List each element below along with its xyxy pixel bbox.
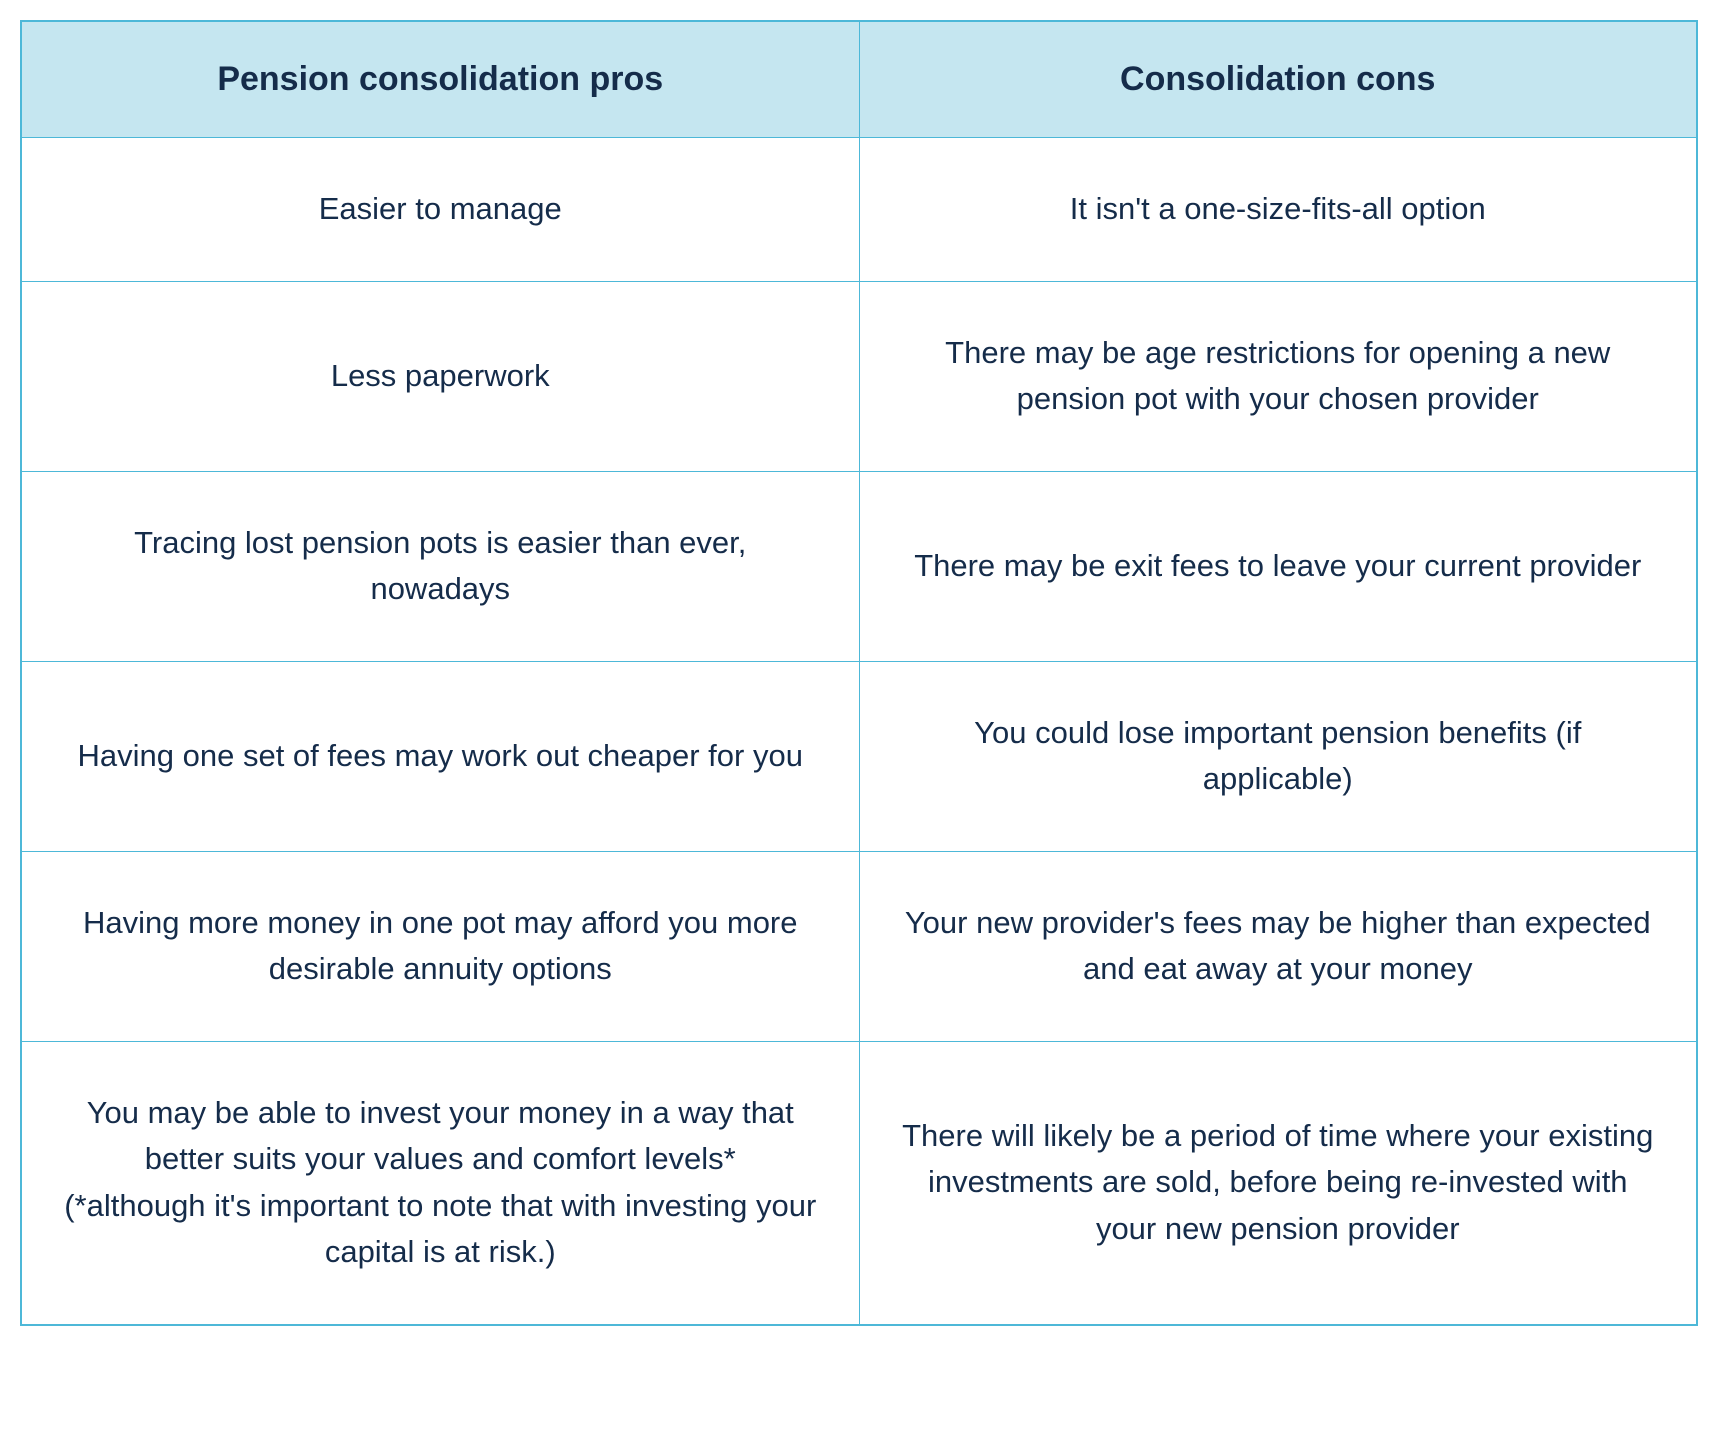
pros-cell: Having one set of fees may work out chea… [21,661,859,851]
pros-cell: Tracing lost pension pots is easier than… [21,471,859,661]
column-header-pros: Pension consolidation pros [21,21,859,138]
pros-cell: Having more money in one pot may afford … [21,851,859,1041]
table-row: Tracing lost pension pots is easier than… [21,471,1697,661]
table-row: Having more money in one pot may afford … [21,851,1697,1041]
cons-cell: There may be exit fees to leave your cur… [859,471,1697,661]
cons-cell: Your new provider's fees may be higher t… [859,851,1697,1041]
cons-cell: You could lose important pension benefit… [859,661,1697,851]
table-row: Easier to manage It isn't a one-size-fit… [21,138,1697,282]
pros-cell: Less paperwork [21,281,859,471]
pros-cell: Easier to manage [21,138,859,282]
pros-cons-table: Pension consolidation pros Consolidation… [20,20,1698,1326]
table-row: Less paperwork There may be age restrict… [21,281,1697,471]
pros-cell: You may be able to invest your money in … [21,1041,859,1325]
table-header-row: Pension consolidation pros Consolidation… [21,21,1697,138]
column-header-cons: Consolidation cons [859,21,1697,138]
table-row: Having one set of fees may work out chea… [21,661,1697,851]
cons-cell: It isn't a one-size-fits-all option [859,138,1697,282]
cons-cell: There will likely be a period of time wh… [859,1041,1697,1325]
cons-cell: There may be age restrictions for openin… [859,281,1697,471]
table-container: Pension consolidation pros Consolidation… [20,20,1698,1326]
table-row: You may be able to invest your money in … [21,1041,1697,1325]
